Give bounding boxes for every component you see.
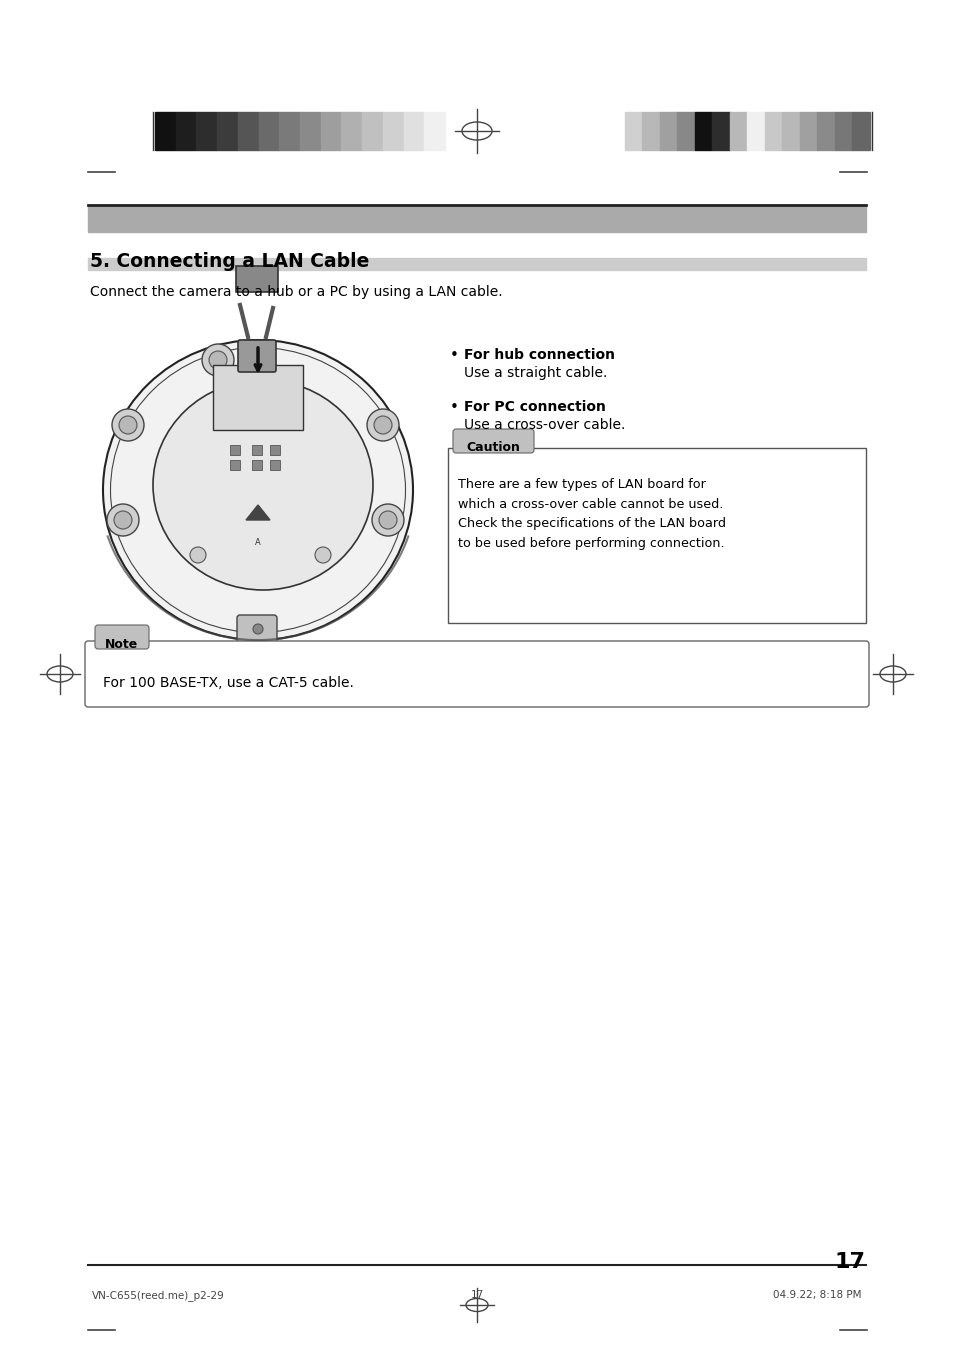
Text: •: • (450, 400, 458, 415)
Bar (362, 112, 382, 150)
FancyBboxPatch shape (237, 340, 275, 372)
Circle shape (190, 547, 206, 563)
Bar (659, 112, 677, 150)
Text: A: A (254, 538, 260, 547)
FancyBboxPatch shape (236, 615, 276, 643)
Circle shape (253, 624, 263, 634)
Bar (258, 112, 279, 150)
Circle shape (374, 416, 392, 434)
Bar (677, 112, 695, 150)
Text: There are a few types of LAN board for
which a cross-over cable cannot be used.
: There are a few types of LAN board for w… (457, 478, 725, 550)
Circle shape (202, 345, 233, 376)
Text: Caution: Caution (466, 440, 520, 454)
Text: 17: 17 (834, 1252, 865, 1273)
Bar (320, 112, 341, 150)
Bar (403, 112, 424, 150)
Ellipse shape (103, 340, 413, 640)
Text: Note: Note (105, 638, 138, 651)
Bar (624, 112, 641, 150)
Bar (88, 205, 865, 232)
Circle shape (119, 416, 137, 434)
Bar (712, 112, 729, 150)
Text: Use a straight cable.: Use a straight cable. (463, 366, 607, 380)
Circle shape (112, 409, 144, 440)
Bar (196, 112, 217, 150)
Text: Connect the camera to a hub or a PC by using a LAN cable.: Connect the camera to a hub or a PC by u… (90, 285, 502, 299)
Circle shape (367, 409, 398, 440)
Circle shape (314, 547, 331, 563)
FancyBboxPatch shape (95, 626, 149, 648)
Bar (817, 112, 834, 150)
Bar (252, 459, 262, 470)
Bar (213, 365, 303, 430)
Circle shape (209, 351, 227, 369)
Ellipse shape (152, 380, 373, 590)
Bar (781, 112, 800, 150)
Circle shape (113, 511, 132, 530)
Circle shape (372, 504, 403, 536)
Bar (175, 112, 196, 150)
Text: 17: 17 (470, 1290, 483, 1300)
Bar (382, 112, 403, 150)
Bar (230, 444, 240, 455)
Text: For 100 BASE-TX, use a CAT-5 cable.: For 100 BASE-TX, use a CAT-5 cable. (103, 676, 354, 690)
Circle shape (378, 511, 396, 530)
Text: For PC connection: For PC connection (463, 400, 605, 413)
Circle shape (107, 504, 139, 536)
Bar (448, 449, 865, 623)
Bar (852, 112, 869, 150)
Bar (270, 459, 280, 470)
Bar (88, 258, 865, 270)
Bar (230, 459, 240, 470)
Bar (424, 112, 444, 150)
Bar (729, 112, 747, 150)
Bar (154, 112, 175, 150)
Text: •: • (450, 349, 458, 363)
Bar (800, 112, 817, 150)
Bar (270, 444, 280, 455)
Text: For hub connection: For hub connection (463, 349, 615, 362)
Bar (279, 112, 299, 150)
Bar (695, 112, 712, 150)
Bar (237, 112, 258, 150)
Bar (641, 112, 659, 150)
FancyBboxPatch shape (453, 430, 534, 453)
Bar (217, 112, 237, 150)
Bar (299, 112, 320, 150)
Text: 04.9.22; 8:18 PM: 04.9.22; 8:18 PM (773, 1290, 862, 1300)
Bar (747, 112, 764, 150)
Bar (341, 112, 362, 150)
FancyBboxPatch shape (235, 266, 277, 292)
Text: Use a cross-over cable.: Use a cross-over cable. (463, 417, 625, 432)
Text: 5. Connecting a LAN Cable: 5. Connecting a LAN Cable (90, 253, 369, 272)
Text: VN-C655(reed.me)_p2-29: VN-C655(reed.me)_p2-29 (91, 1290, 225, 1301)
Bar (834, 112, 852, 150)
Polygon shape (246, 505, 270, 520)
Bar (252, 444, 262, 455)
FancyBboxPatch shape (85, 640, 868, 707)
Bar (764, 112, 781, 150)
